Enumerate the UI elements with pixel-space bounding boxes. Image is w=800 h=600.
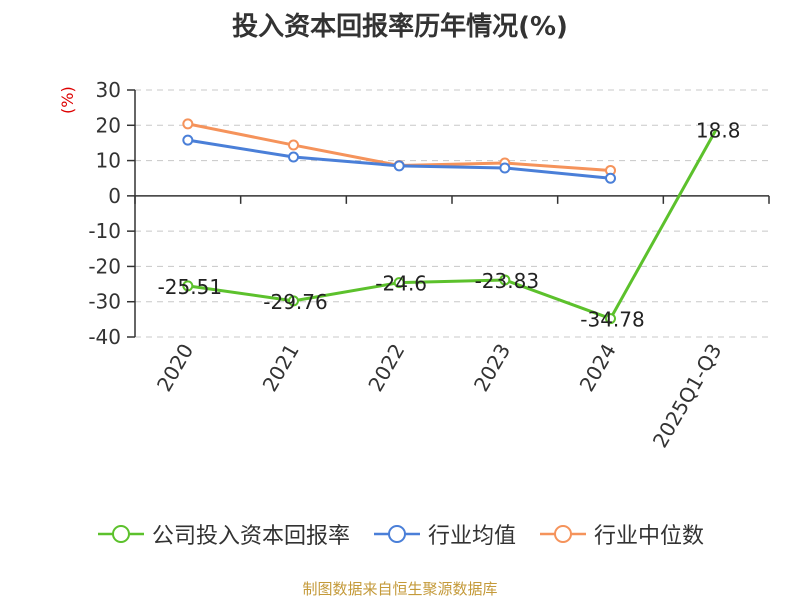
data-point (182, 280, 194, 292)
data-point (605, 313, 616, 325)
legend-item-industry-avg[interactable]: 行业均值 (372, 518, 516, 550)
data-point (288, 151, 299, 163)
legend-swatch-industry-avg (373, 525, 420, 543)
data-label: -23.83 (475, 269, 539, 293)
data-point (182, 134, 194, 146)
x-tick-label: 2025Q1-Q3 (648, 340, 727, 452)
chart-title: 投入资本回报率历年情况(%) (232, 12, 568, 42)
data-source-note: 制图数据来自恒生聚源数据库 (302, 580, 498, 598)
legend-item-industry-median[interactable]: 行业中位数 (538, 518, 704, 550)
legend-swatch-company (97, 525, 144, 543)
y-tick-label: 0 (108, 184, 121, 208)
x-tick-label: 2024 (575, 340, 621, 396)
data-point (288, 295, 299, 307)
legend: 公司投入资本回报率 行业均值 行业中位数 (0, 518, 800, 550)
y-tick-label: 20 (96, 113, 121, 137)
x-tick-label: 2021 (258, 340, 304, 396)
data-point (288, 139, 299, 151)
x-tick-label: 2020 (152, 340, 198, 396)
legend-item-company[interactable]: 公司投入资本回报率 (96, 518, 350, 550)
legend-label-industry-avg: 行业均值 (427, 524, 516, 549)
legend-label-company: 公司投入资本回报率 (151, 524, 350, 549)
data-point (393, 160, 405, 172)
y-tick-label: 30 (96, 78, 121, 102)
data-label: -29.76 (263, 290, 327, 314)
y-tick-label: -20 (88, 254, 121, 278)
data-point (182, 118, 194, 130)
data-point (499, 274, 511, 286)
legend-swatch-industry-median (540, 525, 586, 543)
series-line-1 (187, 138, 611, 180)
data-label: -25.51 (158, 275, 222, 299)
data-label: -24.6 (375, 272, 427, 296)
legend-label-industry-median: 行业中位数 (594, 524, 705, 549)
data-point (499, 162, 511, 174)
x-tick-label: 2023 (469, 340, 515, 396)
data-label: -34.78 (580, 308, 644, 332)
data-point (393, 277, 405, 289)
y-tick-label: -10 (88, 219, 121, 243)
y-tick-label: 10 (96, 149, 121, 173)
y-tick-label: -30 (88, 290, 121, 314)
y-tick-label: -40 (88, 325, 121, 349)
data-label: 18.8 (696, 119, 741, 143)
x-tick-label: 2022 (363, 340, 409, 396)
data-point (605, 172, 616, 184)
series-line-0 (187, 128, 718, 321)
